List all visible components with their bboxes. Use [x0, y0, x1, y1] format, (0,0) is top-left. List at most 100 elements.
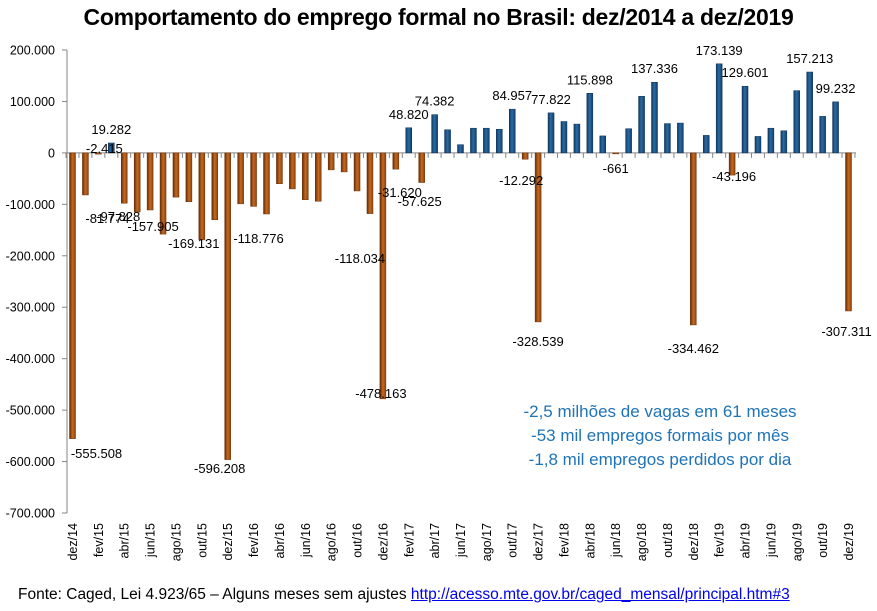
data-label: -596.208	[194, 461, 245, 476]
data-label: 157.213	[786, 51, 833, 66]
y-tick-label: 0	[48, 146, 55, 160]
data-label: 48.820	[389, 107, 429, 122]
bars	[69, 63, 852, 460]
x-tick-label: out/16	[351, 523, 365, 558]
bar-negative	[159, 152, 167, 235]
source-footer: Fonte: Caged, Lei 4.923/65 – Alguns mese…	[18, 586, 790, 604]
bar-positive	[560, 121, 568, 154]
bar-negative	[353, 152, 361, 192]
bar-positive	[508, 108, 516, 154]
bar-negative	[327, 152, 335, 171]
x-tick-label: out/15	[195, 523, 209, 558]
data-label: -307.311	[821, 324, 871, 339]
bar-negative	[418, 152, 425, 183]
source-link[interactable]: http://acesso.mte.gov.br/caged_mensal/pr…	[410, 586, 790, 603]
x-tick-label: ago/19	[790, 523, 804, 561]
x-tick-label: abr/19	[739, 523, 753, 558]
data-label: -43.196	[712, 169, 756, 184]
y-tick-label: -700.000	[6, 507, 55, 521]
bar-negative	[521, 152, 529, 160]
data-label: -169.131	[168, 236, 219, 251]
data-label: -2.415	[86, 141, 123, 156]
bar-positive	[806, 71, 813, 154]
x-tick-label: out/17	[506, 523, 520, 558]
bar-positive	[586, 93, 594, 154]
y-tick-label: 200.000	[10, 44, 55, 58]
bar-positive	[741, 85, 749, 154]
bar-positive	[457, 144, 464, 154]
bar-negative	[224, 152, 231, 460]
x-tick-label: out/18	[661, 523, 675, 558]
x-tick-label: jun/16	[299, 523, 313, 558]
bar-negative	[314, 152, 322, 202]
data-label: -118.034	[335, 251, 385, 266]
bar-negative	[95, 152, 102, 155]
data-label: -81.774	[85, 211, 129, 226]
x-tick-label: abr/15	[118, 523, 132, 558]
bar-positive	[547, 112, 555, 154]
bar-negative	[302, 152, 309, 200]
bar-positive	[483, 127, 490, 154]
bar-negative	[69, 152, 76, 439]
bar-negative	[728, 152, 736, 176]
bar-positive	[832, 101, 839, 154]
bar-negative	[237, 152, 244, 205]
bar-positive	[573, 123, 581, 154]
bar-positive	[625, 128, 632, 154]
data-label: 115.898	[567, 72, 613, 87]
x-tick-label: jun/18	[609, 523, 623, 558]
bar-negative	[263, 152, 270, 215]
annotation-line-total: -2,5 milhões de vagas em 61 meses	[523, 402, 797, 421]
x-tick-label: jun/19	[764, 523, 778, 558]
bar-positive	[470, 127, 477, 154]
data-label: -661	[603, 161, 629, 176]
bar-negative	[250, 152, 257, 207]
bar-positive	[819, 116, 826, 154]
bar-negative	[612, 152, 619, 155]
bar-negative	[198, 152, 206, 241]
y-tick-label: 100.000	[10, 95, 55, 109]
y-axis: 200.000 100.000 0 -100.000 -200.000 -300.000 -…	[6, 44, 68, 521]
bar-positive	[108, 142, 115, 154]
bar-positive	[664, 123, 671, 154]
bar-positive	[638, 96, 645, 154]
bar-negative	[211, 152, 219, 221]
data-label: -157.905	[127, 219, 178, 234]
bar-negative	[534, 152, 542, 323]
x-tick-label: fev/19	[713, 523, 727, 557]
bar-positive	[496, 128, 503, 154]
bar-positive	[431, 114, 438, 154]
bar-negative	[146, 152, 154, 211]
data-label: -12.292	[499, 173, 543, 188]
bar-negative	[845, 152, 852, 312]
data-label: 99.232	[816, 81, 856, 96]
bar-positive	[677, 122, 684, 154]
x-tick-label: abr/17	[428, 523, 442, 558]
data-label: 77.822	[531, 92, 571, 107]
annotation-line-monthly: -53 mil empregos formais por mês	[531, 426, 789, 445]
bar-positive	[780, 130, 788, 154]
data-label: 19.282	[91, 122, 131, 137]
bar-positive	[444, 129, 451, 154]
x-tick-label: ago/15	[169, 523, 183, 561]
data-label: 84.957	[492, 88, 532, 103]
x-tick-label: out/19	[816, 523, 830, 558]
x-tick-label: dez/14	[66, 523, 80, 561]
data-label: -118.776	[233, 231, 283, 246]
data-label: -57.625	[398, 194, 442, 209]
bar-negative	[392, 152, 400, 170]
data-label: 129.601	[722, 65, 769, 80]
x-tick-label: fev/15	[92, 523, 106, 557]
x-tick-label: fev/17	[402, 523, 416, 557]
y-tick-label: -600.000	[6, 455, 55, 469]
summary-annotation: -2,5 milhões de vagas em 61 meses -53 mi…	[480, 400, 840, 472]
x-tick-label: fev/16	[247, 523, 261, 557]
x-tick-label: ago/17	[480, 523, 494, 561]
x-tick-label: dez/19	[842, 523, 856, 561]
bar-positive	[754, 136, 762, 154]
bar-negative	[340, 152, 348, 173]
x-tick-label: dez/17	[532, 523, 546, 561]
y-tick-label: -200.000	[6, 249, 55, 263]
bar-positive	[702, 135, 710, 154]
bar-positive	[405, 127, 413, 154]
